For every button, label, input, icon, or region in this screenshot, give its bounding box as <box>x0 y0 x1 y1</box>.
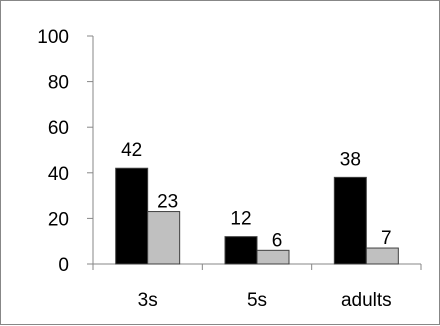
x-tick-label: adults <box>341 290 392 311</box>
x-tick-label: 3s <box>138 290 158 311</box>
y-tick-label: 0 <box>58 255 69 276</box>
bar <box>365 247 399 265</box>
bar <box>256 249 290 265</box>
bar <box>333 176 367 265</box>
x-tick-label: 5s <box>247 290 267 311</box>
data-label: 38 <box>340 149 361 170</box>
y-tick-label: 20 <box>48 209 69 230</box>
y-tick-label: 100 <box>37 27 69 48</box>
bar <box>147 211 181 265</box>
data-label: 12 <box>230 209 251 230</box>
bar <box>224 236 258 265</box>
data-label: 42 <box>121 140 142 161</box>
data-label: 6 <box>272 230 283 251</box>
data-label: 7 <box>381 228 392 249</box>
bar <box>115 167 149 265</box>
y-tick-label: 60 <box>48 118 69 139</box>
y-tick-label: 80 <box>48 73 69 94</box>
data-label: 23 <box>157 192 178 213</box>
y-tick-label: 40 <box>48 164 69 185</box>
